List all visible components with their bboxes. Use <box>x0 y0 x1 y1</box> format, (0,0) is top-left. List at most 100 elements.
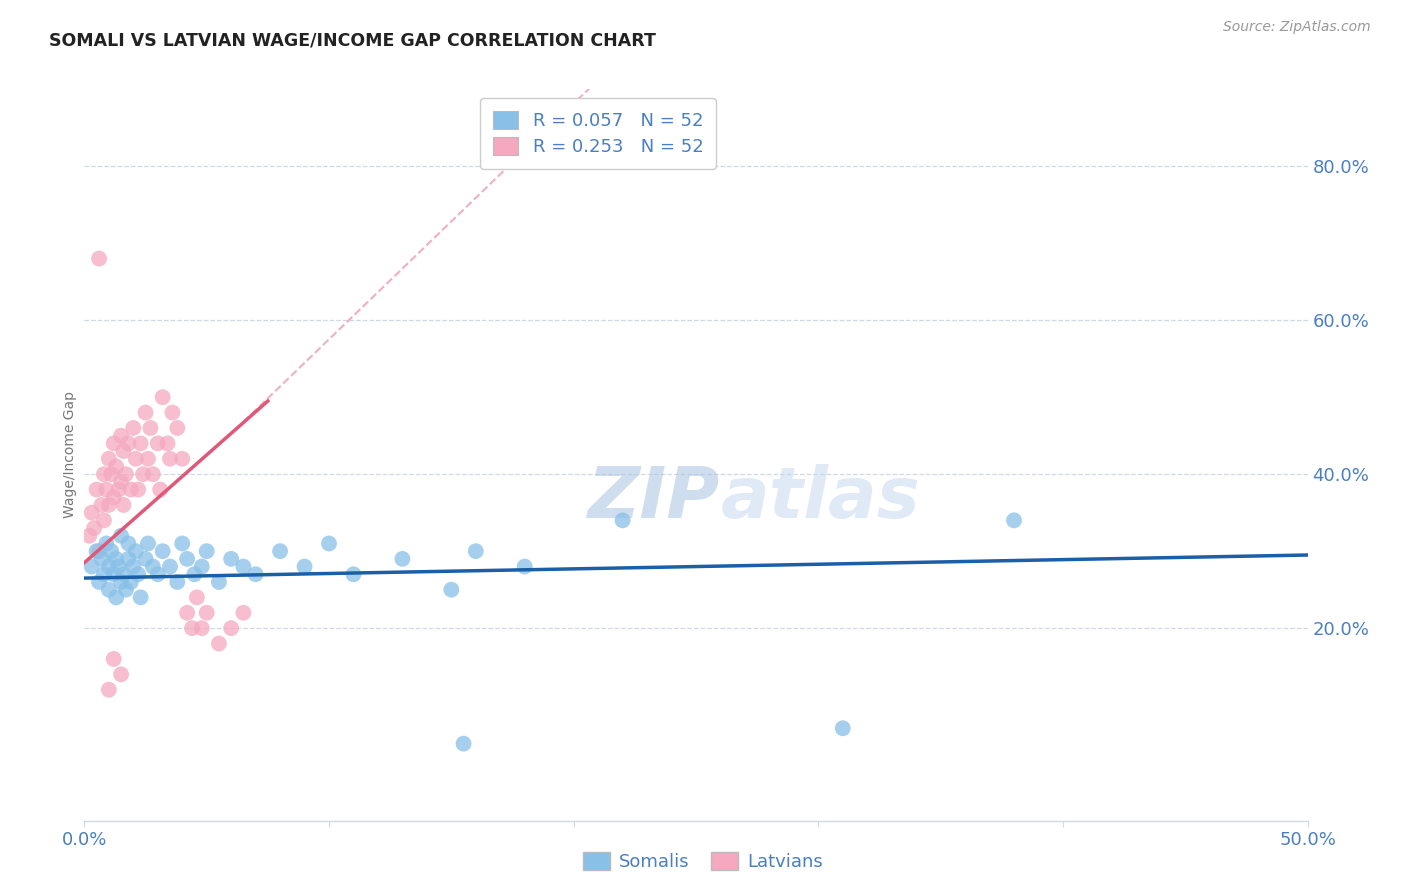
Point <box>464 544 486 558</box>
Y-axis label: Wage/Income Gap: Wage/Income Gap <box>63 392 77 518</box>
Point <box>96 483 118 497</box>
Point <box>103 436 125 450</box>
Point <box>112 498 135 512</box>
Point <box>117 536 139 550</box>
Point <box>135 406 157 420</box>
Point <box>166 574 188 589</box>
Point <box>87 544 110 558</box>
Point <box>97 682 120 697</box>
Point <box>129 436 152 450</box>
Point <box>93 467 115 482</box>
Point <box>142 559 165 574</box>
Point <box>142 467 165 482</box>
Point <box>87 252 110 266</box>
Point <box>183 567 205 582</box>
Point <box>136 536 159 550</box>
Point <box>97 559 120 574</box>
Point <box>132 467 155 482</box>
Point <box>80 506 103 520</box>
Text: ZIP: ZIP <box>588 465 720 533</box>
Point <box>127 567 149 582</box>
Point <box>100 467 122 482</box>
Point <box>191 559 214 574</box>
Point <box>166 421 188 435</box>
Point <box>186 591 208 605</box>
Point <box>172 536 194 550</box>
Point <box>110 428 132 442</box>
Point <box>110 475 132 489</box>
Point <box>80 559 103 574</box>
Point <box>146 567 169 582</box>
Text: atlas: atlas <box>720 465 920 533</box>
Point <box>318 536 340 550</box>
Point <box>831 721 853 735</box>
Point <box>97 582 120 597</box>
Point <box>232 606 254 620</box>
Point <box>86 544 108 558</box>
Point <box>176 606 198 620</box>
Point <box>103 652 125 666</box>
Point <box>453 737 475 751</box>
Point <box>176 552 198 566</box>
Point <box>117 552 139 566</box>
Point <box>110 529 132 543</box>
Point <box>77 529 100 543</box>
Point <box>127 483 149 497</box>
Point <box>159 559 181 574</box>
Point <box>342 567 364 582</box>
Point <box>122 559 145 574</box>
Point <box>191 621 214 635</box>
Text: SOMALI VS LATVIAN WAGE/INCOME GAP CORRELATION CHART: SOMALI VS LATVIAN WAGE/INCOME GAP CORREL… <box>49 31 657 49</box>
Point <box>83 521 105 535</box>
Point <box>129 591 152 605</box>
Point <box>219 621 242 635</box>
Point <box>97 451 120 466</box>
Point <box>513 559 536 574</box>
Point <box>195 606 218 620</box>
Point <box>112 444 135 458</box>
Point <box>269 544 291 558</box>
Point <box>90 552 112 566</box>
Point <box>86 483 108 497</box>
Point <box>294 559 316 574</box>
Point <box>149 483 172 497</box>
Point <box>125 544 148 558</box>
Point <box>122 421 145 435</box>
Point <box>208 574 231 589</box>
Point <box>152 390 174 404</box>
Point <box>90 498 112 512</box>
Point <box>195 544 218 558</box>
Point <box>162 406 184 420</box>
Point <box>612 513 634 527</box>
Legend: Somalis, Latvians: Somalis, Latvians <box>575 845 831 879</box>
Point <box>181 621 204 635</box>
Point <box>440 582 463 597</box>
Point <box>1002 513 1025 527</box>
Point <box>156 436 179 450</box>
Point <box>117 436 139 450</box>
Point <box>87 574 110 589</box>
Point <box>172 451 194 466</box>
Point <box>110 574 132 589</box>
Point <box>136 451 159 466</box>
Point <box>120 574 142 589</box>
Point <box>105 459 128 474</box>
Point <box>107 483 129 497</box>
Point <box>125 451 148 466</box>
Point <box>232 559 254 574</box>
Point <box>208 636 231 650</box>
Point <box>146 436 169 450</box>
Point <box>103 490 125 504</box>
Point <box>105 591 128 605</box>
Point <box>135 552 157 566</box>
Point <box>110 667 132 681</box>
Point <box>93 513 115 527</box>
Point <box>159 451 181 466</box>
Point <box>120 483 142 497</box>
Point <box>115 582 138 597</box>
Text: Source: ZipAtlas.com: Source: ZipAtlas.com <box>1223 20 1371 34</box>
Point <box>107 559 129 574</box>
Point <box>245 567 267 582</box>
Point <box>115 467 138 482</box>
Point <box>100 544 122 558</box>
